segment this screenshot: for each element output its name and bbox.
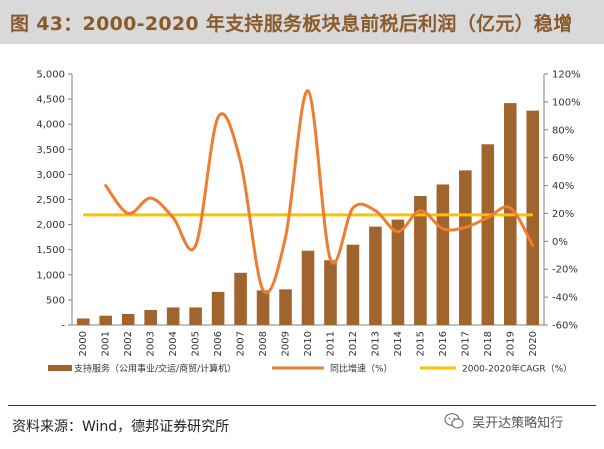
y-left-tick-label: 2,500 <box>36 195 65 206</box>
x-tick-label: 2004 <box>168 331 179 356</box>
bar <box>189 307 202 325</box>
x-tick-label: 2005 <box>191 331 202 356</box>
x-tick-label: 2003 <box>146 331 157 356</box>
x-tick-label: 2014 <box>393 331 404 356</box>
x-tick-label: 2012 <box>348 331 359 356</box>
y-left-tick-label: 1,500 <box>36 245 65 256</box>
y-right-tick-label: 0% <box>552 237 568 248</box>
bar <box>481 144 495 325</box>
y-right-tick-label: 20% <box>552 209 574 220</box>
bar <box>436 184 450 325</box>
x-tick-label: 2007 <box>236 331 247 356</box>
bar <box>76 318 90 325</box>
x-tick-label: 2001 <box>101 331 112 356</box>
bar <box>459 170 472 325</box>
y-right-tick-label: -20% <box>552 265 578 276</box>
x-tick-label: 2002 <box>123 331 134 356</box>
y-left-tick-label: 500 <box>46 295 65 306</box>
legend-cagr-label: 2000-2020年CAGR（%） <box>462 363 572 375</box>
y-left-tick-label: 3,000 <box>36 170 65 181</box>
y-left-tick-label: 3,500 <box>36 145 65 156</box>
bar <box>144 309 157 325</box>
footer-divider <box>8 405 596 406</box>
bar <box>346 244 360 325</box>
x-tick-label: 2010 <box>303 331 314 356</box>
y-right-tick-label: 80% <box>552 125 574 136</box>
x-tick-label: 2000 <box>78 331 89 356</box>
y-left-tick-label: 1,000 <box>36 270 65 281</box>
bar <box>234 272 247 325</box>
bar <box>391 219 405 325</box>
x-tick-label: 2015 <box>415 331 426 356</box>
x-tick-label: 2009 <box>281 331 292 356</box>
chart: - 500 1,000 1,500 2,000 2,500 3,000 3,500 4,000 4… <box>36 70 580 375</box>
bar <box>256 290 270 325</box>
x-tick-label: 2020 <box>528 331 539 356</box>
bar <box>99 315 113 325</box>
legend-growth-label: 同比增速（%） <box>330 363 393 375</box>
x-tick-label: 2017 <box>460 331 471 356</box>
bar <box>166 307 180 325</box>
x-tick-label: 2019 <box>505 331 516 356</box>
y-left-tick-label: 5,000 <box>36 70 65 81</box>
bar <box>301 250 315 325</box>
watermark: 吴开达策略知行 <box>444 412 563 431</box>
bar <box>324 260 337 325</box>
y-left-tick-label: 2,000 <box>36 220 65 231</box>
title-banner: 图 43：2000-2020 年支持服务板块息前税后利润（亿元）稳增 <box>0 0 604 44</box>
growth-line <box>104 89 535 295</box>
y-left-tick-label: 4,500 <box>36 95 65 106</box>
bar <box>279 289 292 325</box>
bar <box>526 110 540 326</box>
legend-bar-label: 支持服务（公用事业/交运/商贸/计算机） <box>74 363 236 375</box>
x-tick-label: 2011 <box>325 331 336 356</box>
x-tick-label: 2018 <box>483 331 494 356</box>
legend-bar-swatch <box>48 365 72 371</box>
y-left-tick-label: 4,000 <box>36 120 65 131</box>
y-right-tick-label: -60% <box>552 321 578 332</box>
legend: 支持服务（公用事业/交运/商贸/计算机） 同比增速（%） 2000-2020年CAG… <box>48 363 572 375</box>
bar <box>414 195 427 325</box>
watermark-text: 吴开达策略知行 <box>472 416 564 431</box>
x-tick-label: 2008 <box>258 331 269 356</box>
x-tick-label: 2006 <box>213 331 224 356</box>
y-right-tick-label: 60% <box>552 153 574 164</box>
y-right-tick-label: 120% <box>552 70 581 81</box>
y-right-tick-label: 100% <box>552 97 581 108</box>
bar <box>121 313 135 325</box>
y-left-tick-label: - <box>61 321 65 332</box>
wechat-icon <box>444 413 464 429</box>
bar <box>369 226 382 325</box>
plot-area: - 500 1,000 1,500 2,000 2,500 3,000 3,500 4,000 4… <box>36 70 580 357</box>
y-right-tick-label: 40% <box>552 181 574 192</box>
page-title: 图 43：2000-2020 年支持服务板块息前税后利润（亿元）稳增 <box>10 13 573 35</box>
bar <box>211 291 225 325</box>
source-note: 资料来源：Wind，德邦证券研究所 <box>12 419 230 435</box>
x-tick-label: 2016 <box>438 331 449 356</box>
y-right-tick-label: -40% <box>552 293 578 304</box>
x-tick-label: 2013 <box>370 331 381 356</box>
